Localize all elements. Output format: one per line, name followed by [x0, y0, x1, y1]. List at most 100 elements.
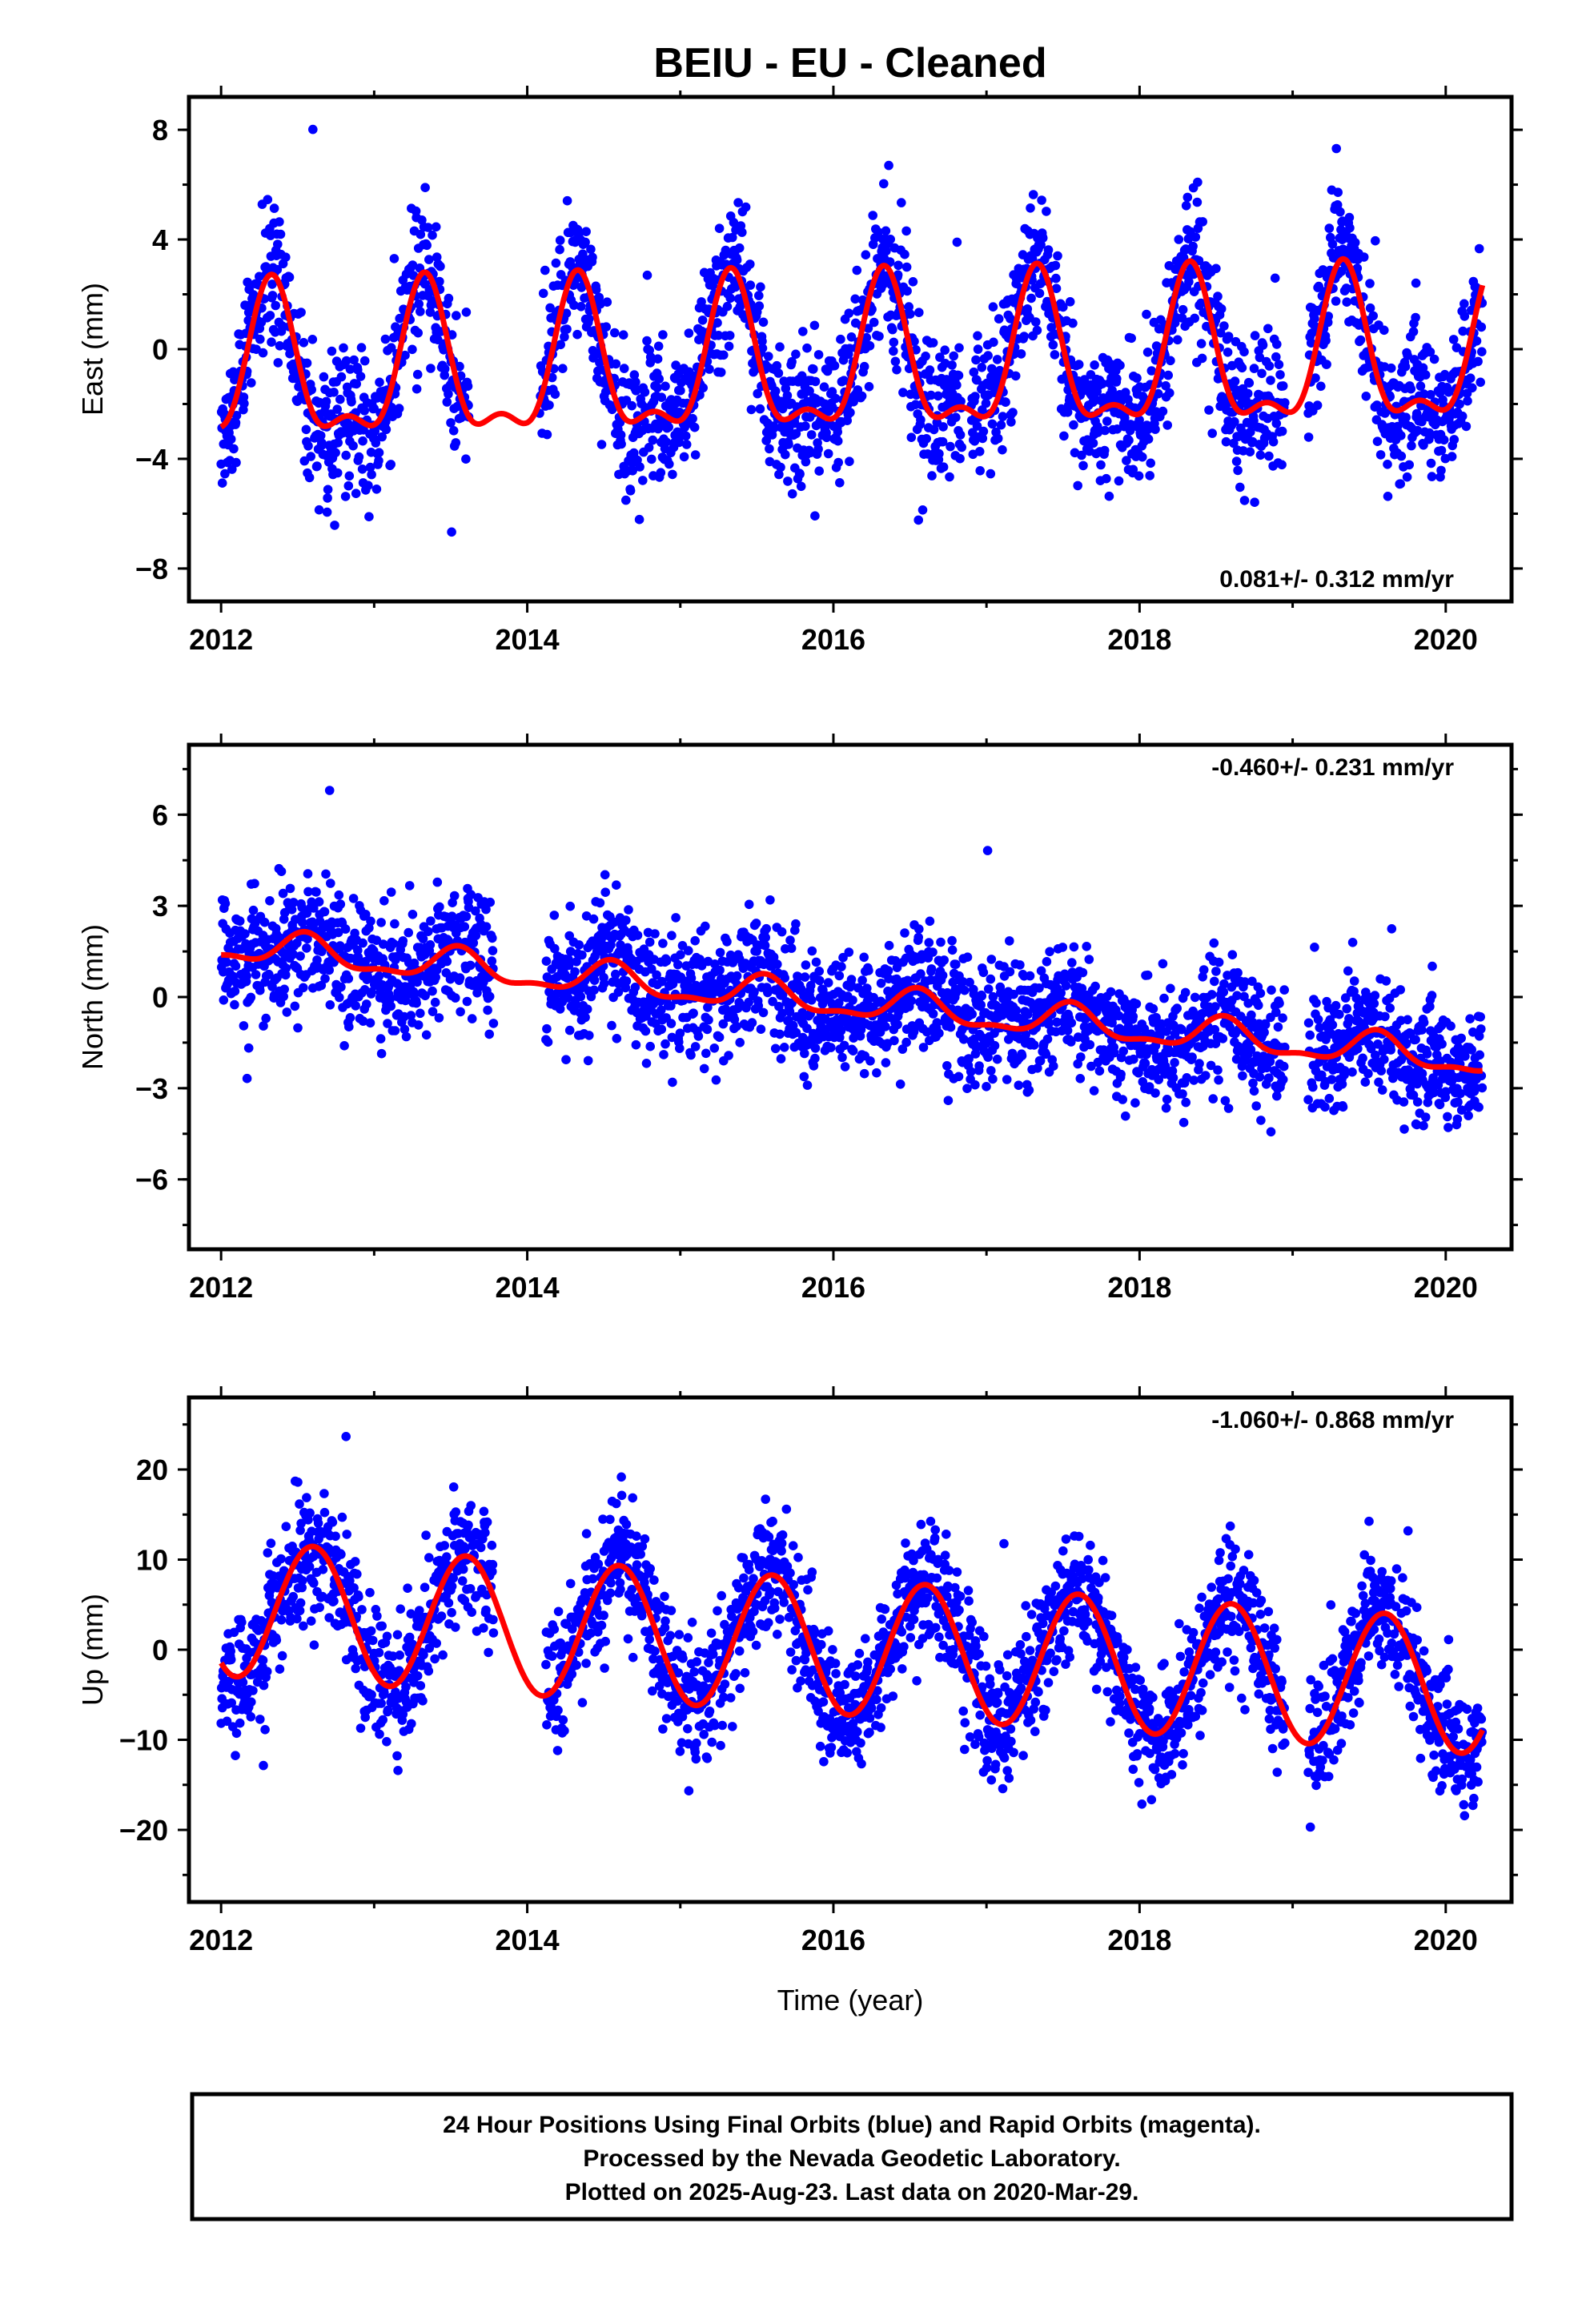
data-point	[947, 945, 958, 955]
data-point	[1266, 1127, 1276, 1137]
data-point	[1443, 1112, 1452, 1122]
data-point	[1031, 317, 1041, 327]
data-point	[874, 332, 884, 341]
data-point	[1477, 1083, 1488, 1093]
data-point	[1069, 942, 1079, 952]
data-point	[1235, 482, 1245, 493]
data-point	[351, 379, 362, 389]
data-point	[321, 396, 331, 407]
data-point	[1221, 436, 1231, 447]
data-point	[668, 469, 677, 480]
data-point	[1425, 1002, 1435, 1011]
data-point	[599, 979, 609, 989]
data-point	[783, 476, 793, 486]
data-point	[656, 1024, 667, 1035]
data-point	[765, 444, 774, 454]
rate-annotation: -0.460+/- 0.231 mm/yr	[1211, 754, 1454, 781]
data-point	[881, 1022, 890, 1031]
data-point	[1259, 1027, 1269, 1037]
data-point	[809, 320, 820, 331]
data-point	[1278, 381, 1288, 391]
data-point	[837, 1052, 847, 1063]
data-point	[1058, 302, 1068, 312]
data-point	[667, 931, 677, 940]
data-point	[1303, 1095, 1313, 1104]
data-point	[914, 924, 924, 934]
data-point	[485, 897, 495, 907]
data-point	[987, 419, 998, 429]
data-point	[1178, 304, 1188, 315]
data-point	[584, 1031, 594, 1040]
data-point	[1223, 1104, 1234, 1113]
data-point	[571, 999, 581, 1010]
data-point	[561, 1055, 571, 1064]
data-point	[1112, 374, 1122, 384]
data-point	[1395, 479, 1405, 489]
data-point	[892, 364, 901, 375]
data-point	[1278, 1013, 1287, 1023]
data-point	[235, 1718, 245, 1728]
data-point	[275, 933, 285, 943]
data-point	[757, 336, 767, 346]
data-point	[1472, 336, 1482, 346]
data-point	[1240, 977, 1250, 987]
data-point	[1460, 1051, 1470, 1061]
data-point	[1007, 1048, 1018, 1059]
data-point	[1077, 450, 1086, 460]
data-point	[483, 1005, 492, 1015]
data-point	[362, 999, 371, 1009]
data-point	[928, 947, 938, 957]
data-point	[1088, 438, 1098, 448]
data-point	[1233, 967, 1243, 978]
data-point	[958, 977, 968, 987]
data-point	[697, 316, 708, 325]
data-point	[974, 447, 985, 456]
data-point	[435, 902, 444, 912]
data-point	[770, 1043, 781, 1054]
data-point	[1456, 1105, 1467, 1115]
data-point	[934, 1028, 944, 1038]
data-point	[654, 374, 664, 384]
data-point	[1124, 436, 1134, 445]
data-point	[293, 1023, 303, 1033]
data-point	[908, 277, 918, 287]
data-point	[921, 1027, 932, 1037]
data-point	[927, 471, 937, 480]
data-points	[216, 1432, 1488, 1832]
data-point	[1347, 938, 1358, 947]
data-point	[693, 1031, 704, 1041]
data-point	[1447, 452, 1457, 461]
data-point	[408, 910, 418, 919]
data-point	[921, 434, 931, 444]
data-point	[259, 917, 270, 927]
data-point	[627, 400, 636, 411]
data-point	[807, 946, 817, 956]
data-point	[1251, 1101, 1261, 1111]
data-point	[781, 449, 790, 460]
data-point	[1024, 1085, 1034, 1096]
data-point	[656, 468, 666, 477]
data-point	[902, 286, 912, 296]
data-point	[733, 198, 743, 207]
data-point	[814, 466, 824, 476]
data-point	[661, 381, 670, 392]
data-point	[359, 406, 370, 416]
data-point	[833, 457, 843, 468]
data-point	[292, 938, 302, 948]
data-point	[879, 179, 889, 189]
data-point	[848, 1046, 858, 1055]
data-point	[1412, 1097, 1423, 1107]
data-point	[1340, 993, 1351, 1003]
data-point	[701, 1048, 711, 1059]
data-point	[1243, 999, 1253, 1008]
data-point	[370, 426, 380, 436]
data-point	[689, 1008, 698, 1018]
data-point	[754, 291, 764, 300]
data-point	[1457, 411, 1468, 421]
data-point	[1248, 1078, 1258, 1088]
data-point	[1452, 343, 1462, 352]
data-point	[325, 1000, 335, 1010]
data-point	[394, 404, 404, 413]
data-point	[583, 1055, 593, 1066]
x-tick-label: 2014	[496, 623, 560, 656]
